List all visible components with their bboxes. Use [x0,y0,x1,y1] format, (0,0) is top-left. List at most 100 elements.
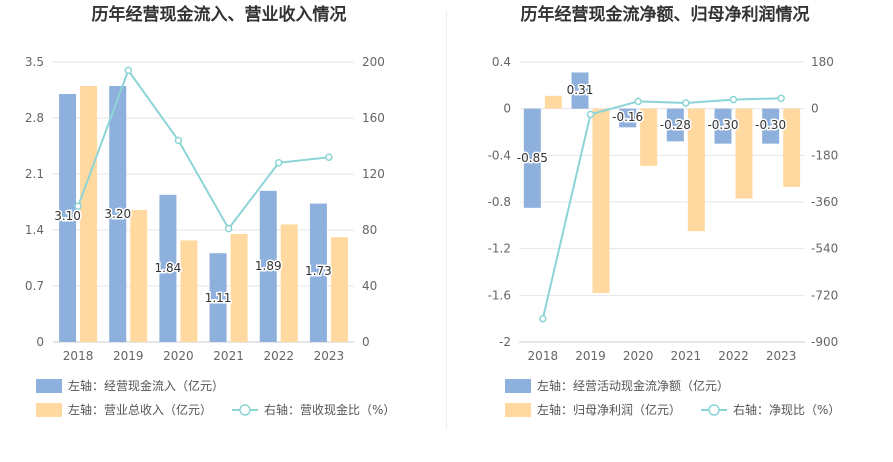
y-left-tick-label: 2.8 [25,111,44,125]
x-tick-label: 2018 [63,349,94,363]
legend-marker [708,404,720,416]
x-tick-label: 2021 [213,349,244,363]
x-tick-label: 2022 [263,349,294,363]
bar-primary [523,108,541,208]
y-left-tick-label: 0.7 [25,279,44,293]
bar-secondary [592,108,610,294]
chart-left: 历年经营现金流入、营业收入情况 0 0.7 1.4 2.1 2.8 3.5 0 40 80 120 1… [0,0,446,458]
panel-divider [446,10,447,430]
y-right-tick-label: 40 [362,279,377,293]
bar-secondary [280,224,298,342]
bar-secondary [544,95,562,109]
y-right-tick-label: 0 [362,335,370,349]
chart-title: 历年经营现金流净额、归母净利润情况 [521,4,810,25]
y-left-tick-label: -0.8 [488,195,511,209]
chart-left-svg: 历年经营现金流入、营业收入情况 0 0.7 1.4 2.1 2.8 3.5 0 40 80 120 1… [25,4,395,417]
chart-title: 历年经营现金流入、营业收入情况 [92,4,347,25]
data-label: 1.73 [305,264,332,278]
y-left-tick-label: -2 [499,335,511,349]
legend-marker [239,404,251,416]
bar-primary [109,86,127,342]
legend-label: 右轴：营收现金比（%） [264,402,395,417]
bar-secondary [130,210,148,342]
legend-label: 右轴：净现比（%） [733,402,840,417]
y-right-tick-label: -720 [811,288,838,302]
data-label: -0.85 [517,151,548,165]
bar-secondary [735,108,753,199]
data-label: -0.16 [612,110,643,124]
y-right-tick-label: 200 [362,55,385,69]
data-label: 1.84 [155,261,182,275]
data-label: -0.30 [707,118,738,132]
y-left-tick-label: 3.5 [25,55,44,69]
line-point [325,153,333,161]
data-label: 3.10 [54,209,81,223]
line-point [586,110,595,119]
bar-primary [259,190,277,342]
y-left-tick-label: -1.6 [488,288,511,302]
line-point [539,314,547,323]
bar-primary [762,108,780,144]
legend-swatch [36,379,62,393]
x-tick-label: 2023 [766,349,797,363]
y-right-tick-label: -900 [811,335,838,349]
y-left-tick-label: -1.2 [488,242,511,256]
data-label: -0.28 [660,118,691,132]
y-right-tick-label: -540 [811,242,838,256]
line-point [174,136,183,145]
y-left-tick-label: 0 [503,102,511,116]
data-label: 1.89 [255,259,282,273]
y-right-tick-label: 80 [362,223,377,237]
bar-secondary [80,86,98,342]
data-label: 1.11 [205,291,232,305]
x-tick-label: 2020 [623,349,654,363]
bar-primary [571,72,589,109]
line-series [77,68,330,231]
legend-label: 左轴：归母净利润（亿元） [537,402,681,417]
y-left-tick-label: 0.4 [492,55,511,69]
y-left-tick-label: -0.4 [488,148,511,162]
chart-right-svg: 历年经营现金流净额、归母净利润情况 -2 -1.6 -1.2 -0.8 -0.4 0 0.4 -… [488,4,840,417]
y-right-tick-label: 160 [362,111,385,125]
x-tick-label: 2022 [718,349,749,363]
legend-swatch [505,403,531,417]
x-tick-label: 2023 [314,349,345,363]
data-label: 3.20 [104,207,131,221]
bar-primary [59,94,77,342]
bar-secondary [640,108,658,166]
bar-secondary [330,237,348,342]
line-point [224,224,233,233]
y-left-tick-label: 1.4 [25,223,44,237]
y-right-tick-label: 120 [362,167,385,181]
bar-secondary [230,234,248,342]
y-left-tick-label: 2.1 [25,167,44,181]
line-point [634,97,642,106]
line-point [729,95,738,104]
x-tick-label: 2018 [528,349,559,363]
x-tick-label: 2019 [113,349,144,363]
line-point [275,159,283,167]
x-tick-label: 2020 [163,349,194,363]
bar-primary [209,253,227,342]
y-right-tick-label: 0 [811,102,819,116]
bar-primary [159,194,177,342]
x-tick-label: 2021 [671,349,702,363]
line-series [541,97,782,319]
line-point [74,202,82,210]
legend-swatch [505,379,531,393]
line-point [682,99,690,107]
bar-secondary [783,108,801,187]
legend-swatch [36,403,62,417]
y-right-tick-label: -360 [811,195,838,209]
chart-right: 历年经营现金流净额、归母净利润情况 -2 -1.6 -1.2 -0.8 -0.4 0 0.4 -… [447,0,893,458]
legend-label: 左轴：营业总收入（亿元） [68,402,212,417]
legend-label: 左轴：经营现金流入（亿元） [68,378,224,393]
bar-primary [714,108,732,144]
bar-secondary [687,108,705,232]
legend-label: 左轴：经营活动现金流净额（亿元） [537,378,729,393]
bar-secondary [180,240,198,342]
bar-primary [619,108,637,128]
bar-primary [666,108,684,142]
y-right-tick-label: -180 [811,148,838,162]
x-tick-label: 2019 [575,349,606,363]
